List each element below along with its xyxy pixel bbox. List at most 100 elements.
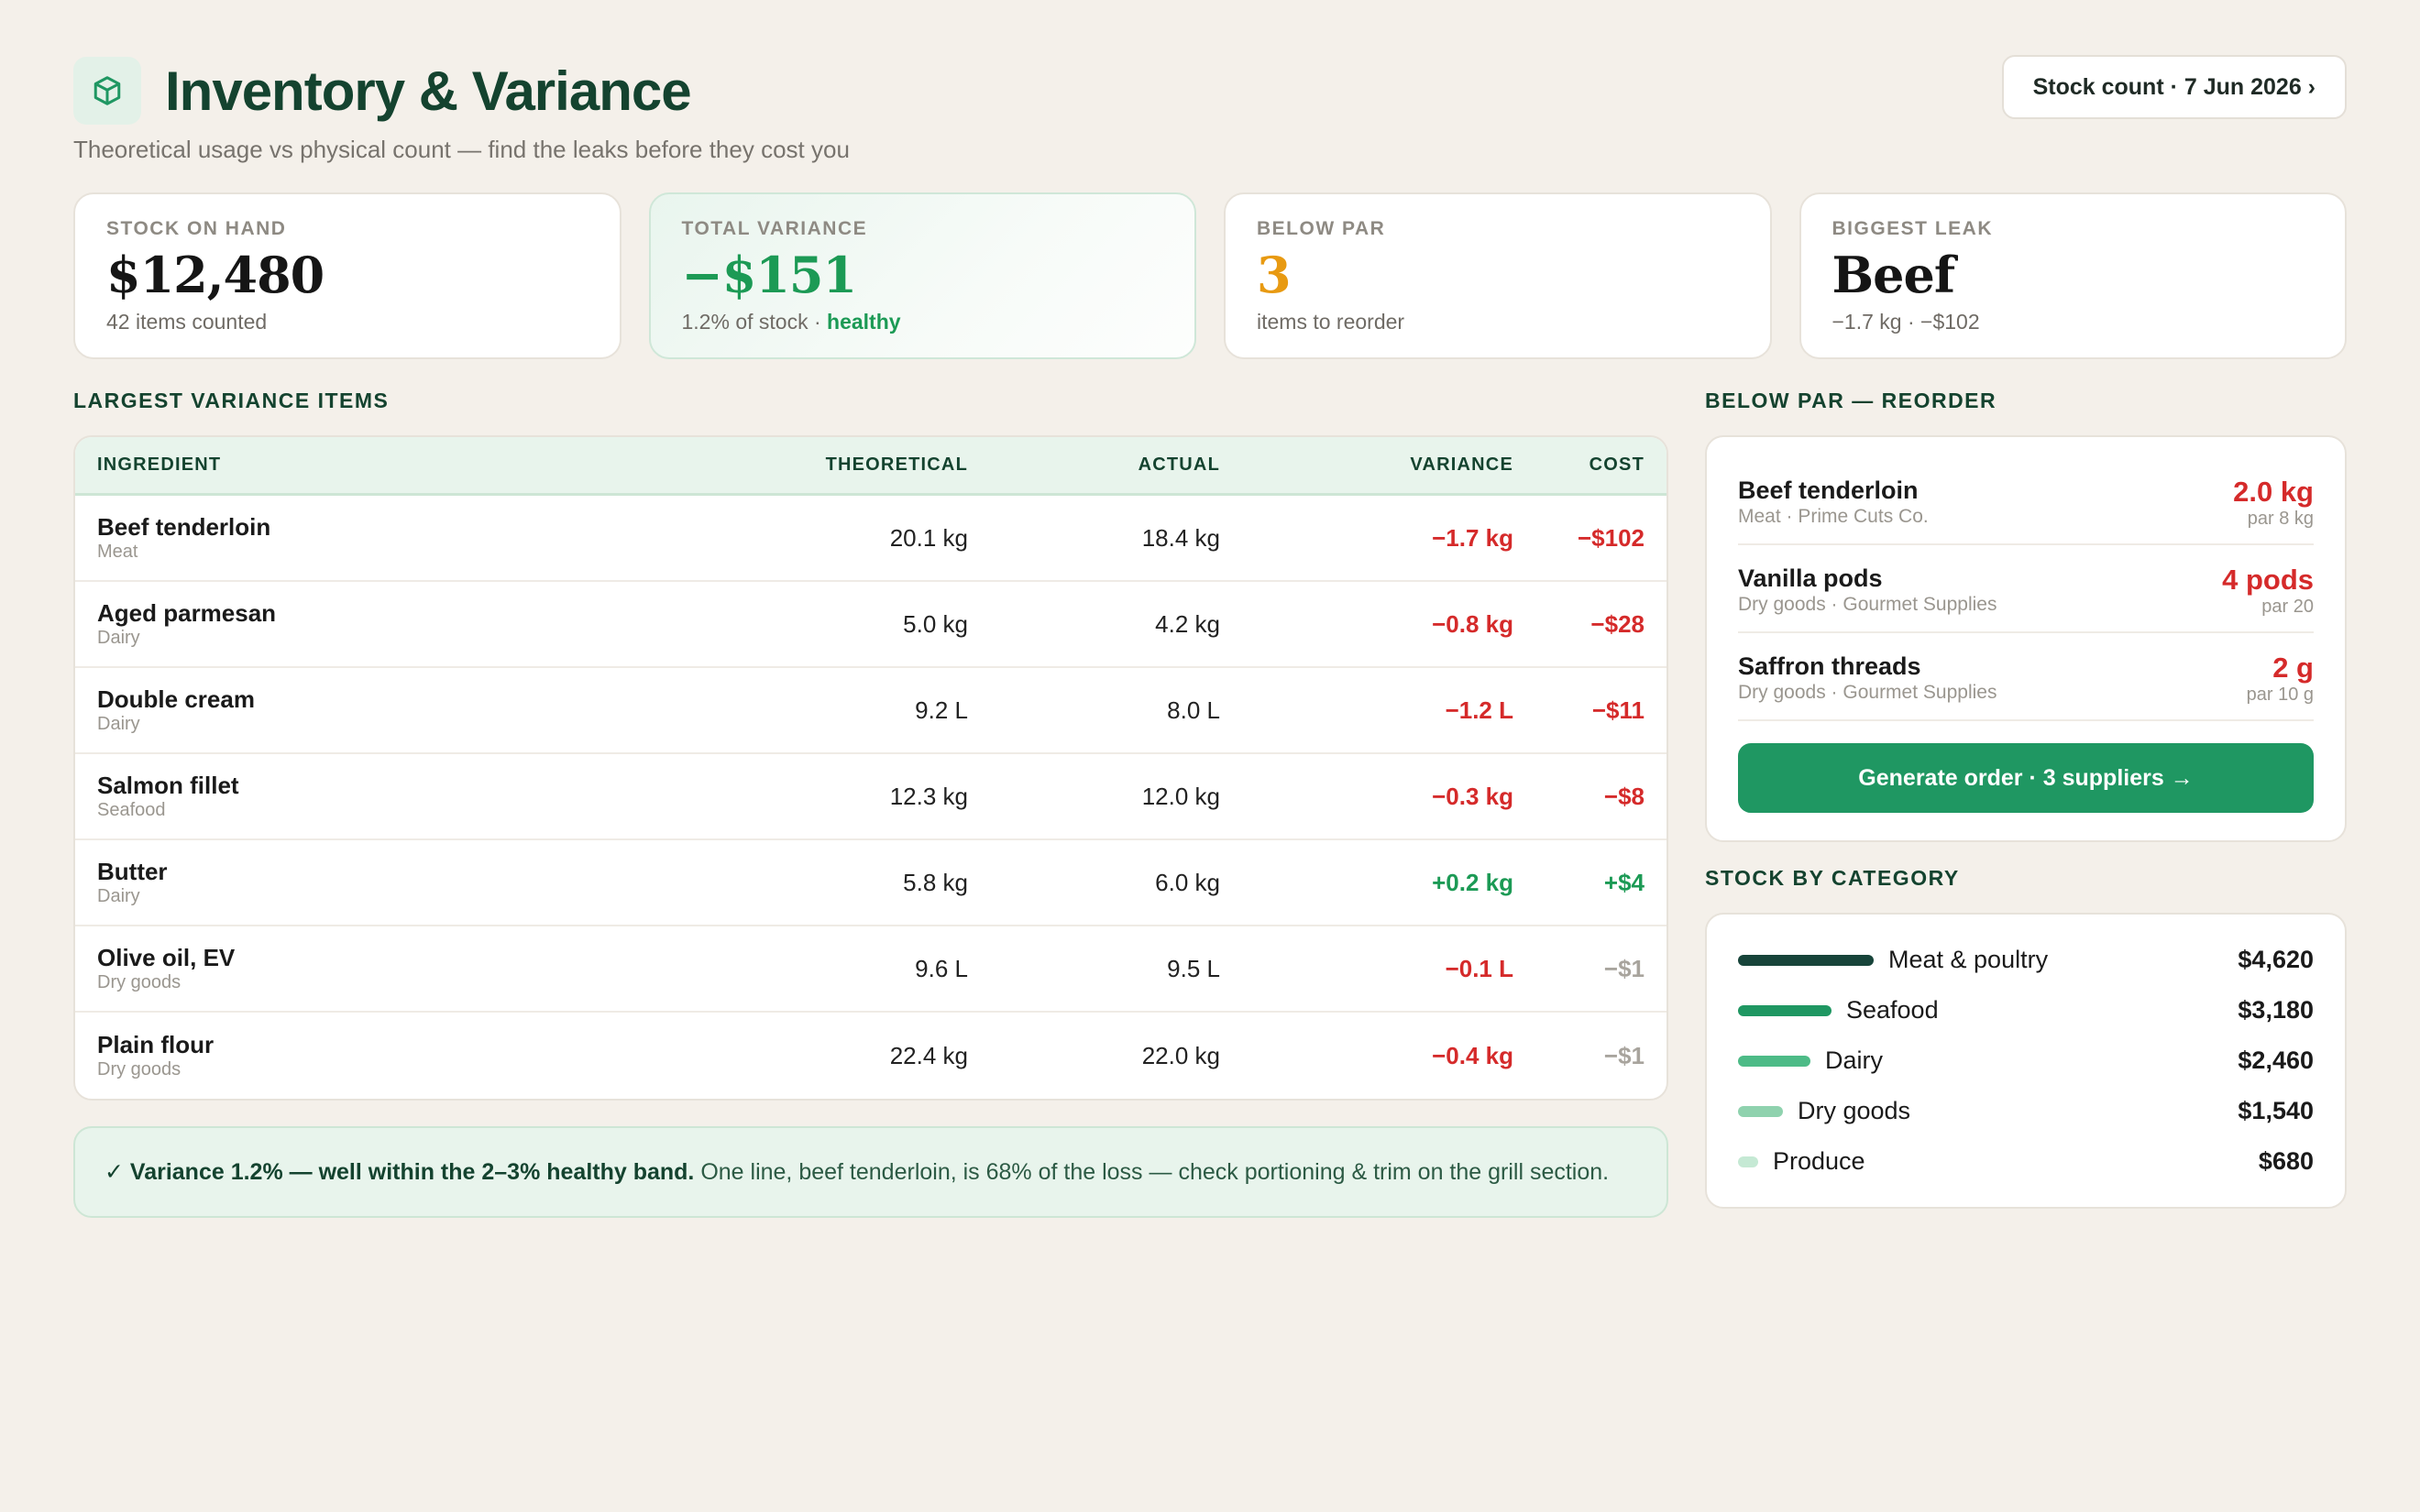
par-level: par 10 g bbox=[2246, 685, 2314, 705]
category-bar bbox=[1738, 1105, 1783, 1117]
kpi-value: −$151 bbox=[681, 246, 858, 304]
actual-cell: 12.0 kg bbox=[1141, 782, 1220, 810]
actual-cell: 9.5 L bbox=[1167, 954, 1220, 982]
reorder-item[interactable]: Beef tenderloin Meat · Prime Cuts Co. 2.0 … bbox=[1738, 457, 2314, 545]
column-header[interactable]: ACTUAL bbox=[1138, 455, 1220, 475]
category-bar bbox=[1738, 1156, 1758, 1167]
variance-section: LARGEST VARIANCE ITEMS INGREDIENT THEORE… bbox=[73, 389, 1668, 1218]
kpi-sub: items to reorder bbox=[1257, 310, 1405, 334]
header: Inventory & Variance Theoretical usage v… bbox=[73, 55, 2347, 165]
kpi-label: STOCK ON HAND bbox=[106, 218, 287, 239]
variance-cell: −0.8 kg bbox=[1432, 609, 1513, 638]
actual-cell: 6.0 kg bbox=[1155, 868, 1220, 896]
reorder-item-name: Vanilla pods bbox=[1738, 564, 1883, 592]
actual-cell: 4.2 kg bbox=[1155, 609, 1220, 638]
table-row[interactable]: Beef tenderloin Meat 20.1 kg 18.4 kg −1.7 kg… bbox=[75, 496, 1666, 582]
variance-table: INGREDIENT THEORETICAL ACTUAL VARIANCE C… bbox=[73, 435, 1668, 1101]
kpi-row: STOCK ON HAND $12,480 42 items counted T… bbox=[73, 192, 2347, 359]
page-title: Inventory & Variance bbox=[165, 60, 692, 122]
category-value: $1,540 bbox=[2238, 1097, 2314, 1124]
ingredient-cell: Aged parmesan Dairy bbox=[97, 599, 666, 649]
kpi-stock-on-hand: STOCK ON HAND $12,480 42 items counted bbox=[73, 192, 622, 359]
actual-cell: 22.0 kg bbox=[1141, 1041, 1220, 1069]
cost-cell: −$8 bbox=[1603, 782, 1644, 810]
ingredient-cell: Plain flour Dry goods bbox=[97, 1031, 666, 1080]
reorder-item[interactable]: Vanilla pods Dry goods · Gourmet Supplies… bbox=[1738, 545, 2314, 633]
theoretical-cell: 20.1 kg bbox=[889, 523, 968, 552]
category-bar bbox=[1738, 1055, 1810, 1067]
ingredient-category: Dry goods bbox=[97, 1059, 182, 1079]
ingredient-category: Dairy bbox=[97, 714, 140, 734]
category-value: $3,180 bbox=[2238, 996, 2314, 1024]
kpi-sub: 1.2% of stock · healthy bbox=[682, 310, 1164, 334]
ingredient-cell: Butter Dairy bbox=[97, 858, 666, 907]
ingredient-cell: Beef tenderloin Meat bbox=[97, 513, 666, 563]
category-bar bbox=[1738, 954, 1874, 966]
reorder-item-qty: 2 g par 10 g bbox=[2247, 652, 2314, 705]
par-level: par 8 kg bbox=[2247, 509, 2314, 529]
kpi-label: BELOW PAR bbox=[1257, 218, 1386, 239]
table-row[interactable]: Plain flour Dry goods 22.4 kg 22.0 kg −0.4 k… bbox=[75, 1013, 1666, 1099]
theoretical-cell: 9.6 L bbox=[915, 954, 968, 982]
insight-callout: ✓ Variance 1.2% — well within the 2–3% h… bbox=[73, 1126, 1668, 1218]
table-row[interactable]: Aged parmesan Dairy 5.0 kg 4.2 kg −0.8 kg −$2… bbox=[75, 582, 1666, 668]
category-name: Dry goods bbox=[1798, 1097, 1911, 1124]
table-row[interactable]: Olive oil, EV Dry goods 9.6 L 9.5 L −0.1 L −$… bbox=[75, 926, 1666, 1013]
ingredient-cell: Double cream Dairy bbox=[97, 685, 666, 735]
actual-cell: 8.0 L bbox=[1167, 696, 1220, 724]
reorder-item-meta: Dry goods · Gourmet Supplies bbox=[1738, 594, 1997, 615]
cost-cell: −$1 bbox=[1603, 954, 1644, 982]
actual-cell: 18.4 kg bbox=[1141, 523, 1220, 552]
stock-count-button[interactable]: Stock count · 7 Jun 2026 › bbox=[2001, 55, 2347, 119]
generate-order-button[interactable]: Generate order · 3 suppliers → bbox=[1738, 743, 2314, 813]
section-heading: BELOW PAR — REORDER bbox=[1705, 389, 1997, 412]
kpi-below-par: BELOW PAR 3 items to reorder bbox=[1224, 192, 1772, 359]
category-row: Meat & poultry $4,620 bbox=[1738, 935, 2314, 985]
theoretical-cell: 9.2 L bbox=[915, 696, 968, 724]
ingredient-name: Olive oil, EV bbox=[97, 944, 236, 971]
section-heading: STOCK BY CATEGORY bbox=[1705, 866, 1960, 890]
table-body: Beef tenderloin Meat 20.1 kg 18.4 kg −1.7 kg… bbox=[75, 496, 1666, 1099]
ingredient-category: Seafood bbox=[97, 800, 166, 820]
kpi-biggest-leak: BIGGEST LEAK Beef −1.7 kg · −$102 bbox=[1798, 192, 2347, 359]
ingredient-cell: Salmon fillet Seafood bbox=[97, 772, 666, 821]
category-row: Dry goods $1,540 bbox=[1738, 1086, 2314, 1136]
kpi-sub: −1.7 kg · −$102 bbox=[1832, 310, 1980, 334]
category-value: $2,460 bbox=[2238, 1046, 2314, 1074]
category-name: Seafood bbox=[1846, 996, 1939, 1024]
reorder-item-meta: Meat · Prime Cuts Co. bbox=[1738, 506, 1929, 527]
reorder-item-info: Beef tenderloin Meat · Prime Cuts Co. bbox=[1738, 476, 1929, 529]
column-header[interactable]: THEORETICAL bbox=[825, 455, 968, 475]
theoretical-cell: 12.3 kg bbox=[889, 782, 968, 810]
table-row[interactable]: Salmon fillet Seafood 12.3 kg 12.0 kg −0.3 k… bbox=[75, 754, 1666, 840]
reorder-item-qty: 4 pods par 20 bbox=[2222, 564, 2314, 617]
ingredient-category: Meat bbox=[97, 542, 138, 562]
kpi-sub: 42 items counted bbox=[106, 310, 268, 334]
on-hand-qty: 2 g bbox=[2272, 652, 2314, 684]
ingredient-category: Dry goods bbox=[97, 972, 182, 992]
kpi-label: BIGGEST LEAK bbox=[1832, 218, 1994, 239]
reorder-item[interactable]: Saffron threads Dry goods · Gourmet Suppl… bbox=[1738, 633, 2314, 721]
ingredient-name: Beef tenderloin bbox=[97, 513, 271, 541]
column-header[interactable]: COST bbox=[1589, 455, 1644, 475]
category-bar bbox=[1738, 1004, 1832, 1016]
status-badge: healthy bbox=[827, 310, 901, 334]
table-row[interactable]: Double cream Dairy 9.2 L 8.0 L −1.2 L −$11 bbox=[75, 668, 1666, 754]
kpi-value: $12,480 bbox=[106, 246, 324, 304]
theoretical-cell: 5.0 kg bbox=[903, 609, 968, 638]
table-row[interactable]: Butter Dairy 5.8 kg 6.0 kg +0.2 kg +$4 bbox=[75, 840, 1666, 926]
sidebar: BELOW PAR — REORDER Beef tenderloin Meat … bbox=[1705, 389, 2347, 1209]
cost-cell: −$1 bbox=[1603, 1041, 1644, 1069]
reorder-item-qty: 2.0 kg par 8 kg bbox=[2233, 476, 2314, 529]
ingredient-name: Butter bbox=[97, 858, 168, 885]
variance-cell: +0.2 kg bbox=[1432, 868, 1513, 896]
cost-cell: −$102 bbox=[1577, 523, 1644, 552]
column-header[interactable]: INGREDIENT bbox=[97, 455, 222, 475]
variance-cell: −1.2 L bbox=[1445, 696, 1513, 724]
insight-text: One line, beef tenderloin, is 68% of the… bbox=[694, 1159, 1610, 1185]
stock-by-category-card: Meat & poultry $4,620 Seafood $3,180 Dairy $2… bbox=[1705, 913, 2347, 1209]
category-value: $680 bbox=[2258, 1147, 2314, 1175]
category-row: Produce $680 bbox=[1738, 1136, 2314, 1187]
column-header[interactable]: VARIANCE bbox=[1410, 455, 1513, 475]
